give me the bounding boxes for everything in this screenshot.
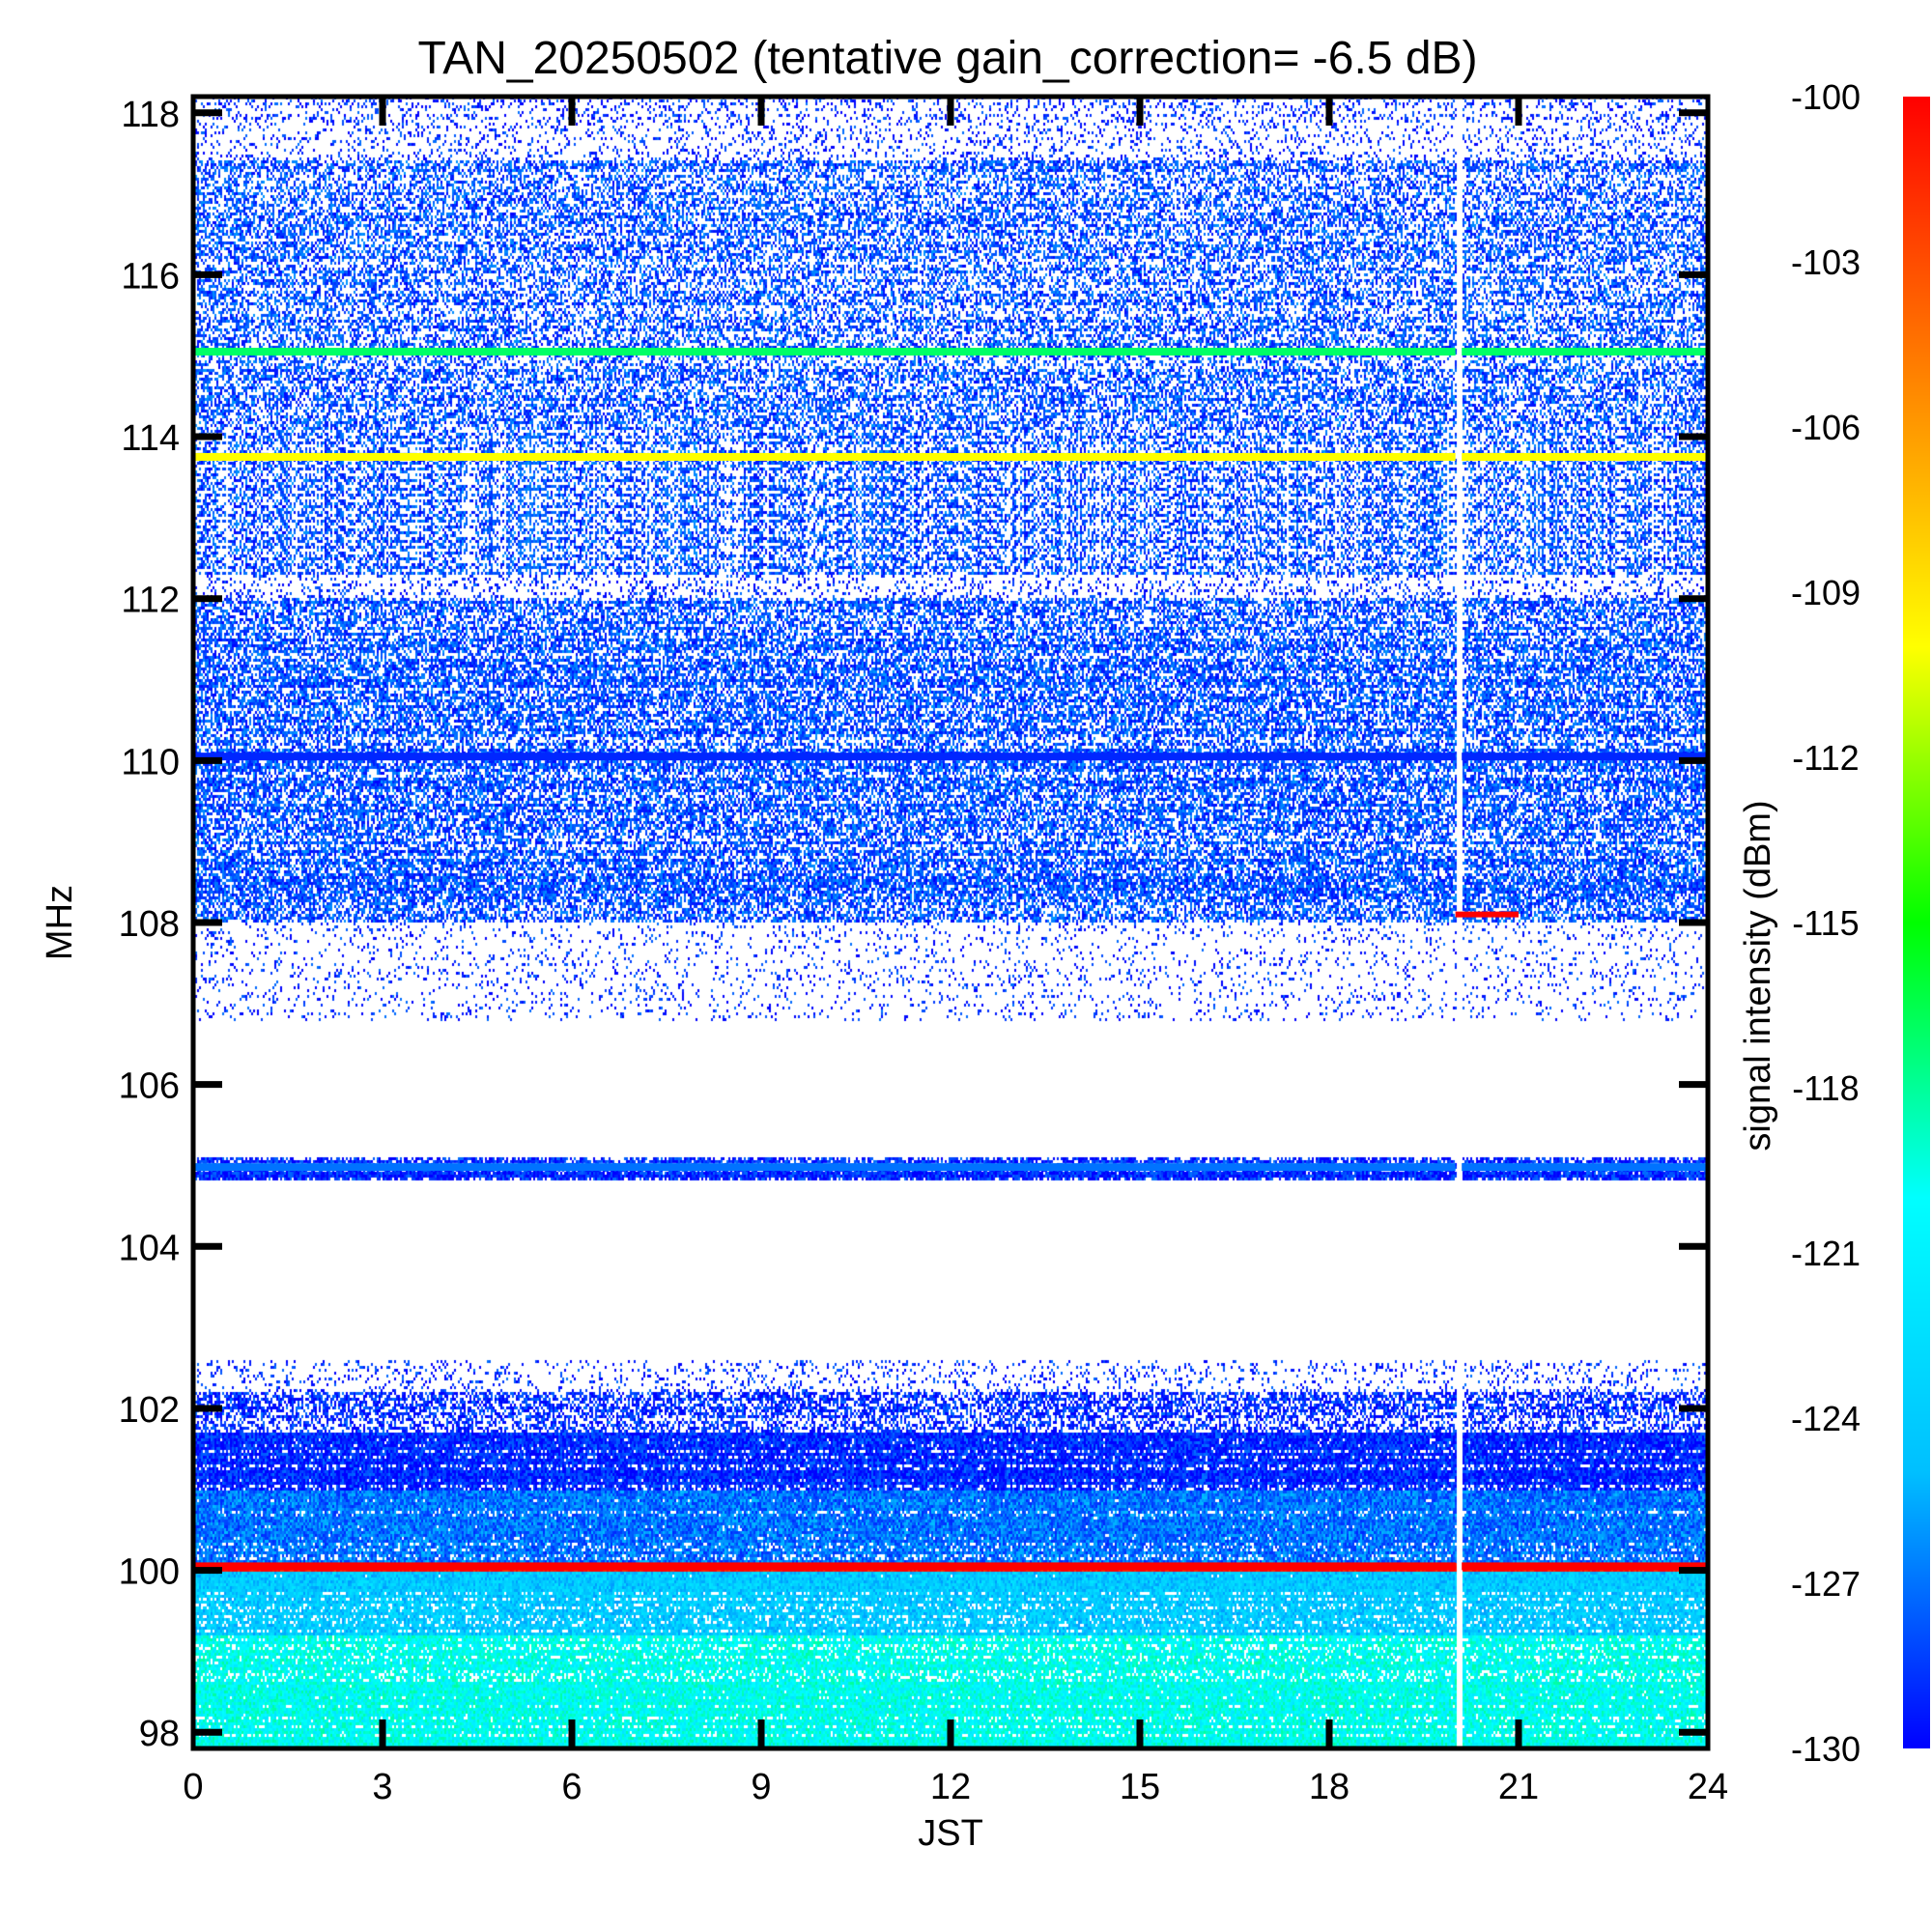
colorbar-tick-label: -121 (1791, 1234, 1861, 1273)
carrier-line (193, 453, 1456, 462)
colorbar: -100 -103 -106 -109 -112 -115 -118 -121 -124 -127… (1738, 77, 1930, 1769)
y-tick-label: 110 (121, 742, 180, 782)
colorbar-tick-label: -100 (1791, 77, 1861, 117)
x-axis-tick-labels: 0 3 6 9 12 15 18 21 24 (183, 1767, 1728, 1807)
y-tick-label: 116 (121, 256, 180, 297)
carrier-line (1462, 348, 1708, 356)
x-tick-label: 18 (1309, 1767, 1350, 1807)
x-tick-label: 24 (1688, 1767, 1728, 1807)
x-tick-label: 9 (751, 1767, 771, 1807)
colorbar-tick-label: -109 (1791, 573, 1861, 612)
y-axis-tick-labels: 98 100 102 104 106 108 110 112 114 116 118 (119, 95, 180, 1754)
carrier-lines (193, 348, 1708, 1571)
x-tick-label: 12 (930, 1767, 971, 1807)
colorbar-gradient (1903, 97, 1930, 1748)
y-tick-label: 106 (119, 1066, 180, 1107)
plot-area (190, 94, 1711, 1751)
y-tick-label: 104 (119, 1228, 180, 1268)
colorbar-tick-label: -103 (1791, 242, 1861, 282)
colorbar-tick-label: -118 (1792, 1068, 1859, 1108)
y-tick-label: 108 (119, 904, 180, 945)
spectrogram-heatmap (193, 97, 1708, 1748)
colorbar-label: signal intensity (dBm) (1738, 800, 1778, 1151)
signal-burst (1455, 911, 1519, 918)
carrier-line (1462, 1562, 1708, 1571)
colorbar-tick-label: -115 (1792, 903, 1859, 943)
carrier-line (1462, 753, 1708, 761)
axis-tick-marks (193, 97, 1708, 1748)
x-tick-label: 15 (1120, 1767, 1160, 1807)
colorbar-tick-label: -112 (1792, 738, 1859, 778)
carrier-line (193, 348, 1456, 356)
carrier-line (1462, 453, 1708, 462)
y-tick-label: 112 (121, 581, 180, 621)
colorbar-tick-label: -106 (1791, 408, 1861, 447)
carrier-line (193, 1163, 1456, 1172)
x-tick-label: 3 (372, 1767, 392, 1807)
colorbar-tick-label: -124 (1791, 1399, 1861, 1438)
carrier-line (1462, 1163, 1708, 1172)
y-axis-label: MHz (40, 885, 80, 960)
x-axis-label: JST (918, 1813, 983, 1854)
carrier-line (193, 1562, 1456, 1571)
x-tick-label: 21 (1498, 1767, 1539, 1807)
y-tick-label: 118 (121, 95, 180, 135)
colorbar-tick-labels: -100 -103 -106 -109 -112 -115 -118 -121 -124 -127… (1791, 77, 1861, 1769)
y-tick-label: 114 (121, 418, 180, 459)
chart-title: TAN_20250502 (tentative gain_correction=… (417, 33, 1477, 84)
x-tick-label: 6 (561, 1767, 582, 1807)
y-tick-label: 100 (119, 1552, 180, 1593)
y-tick-label: 98 (139, 1714, 180, 1754)
colorbar-tick-label: -130 (1791, 1729, 1861, 1769)
colorbar-tick-label: -127 (1791, 1564, 1861, 1604)
x-tick-label: 0 (183, 1767, 203, 1807)
y-tick-label: 102 (119, 1390, 180, 1431)
carrier-line (193, 753, 1456, 761)
plot-frame (190, 94, 1711, 1751)
